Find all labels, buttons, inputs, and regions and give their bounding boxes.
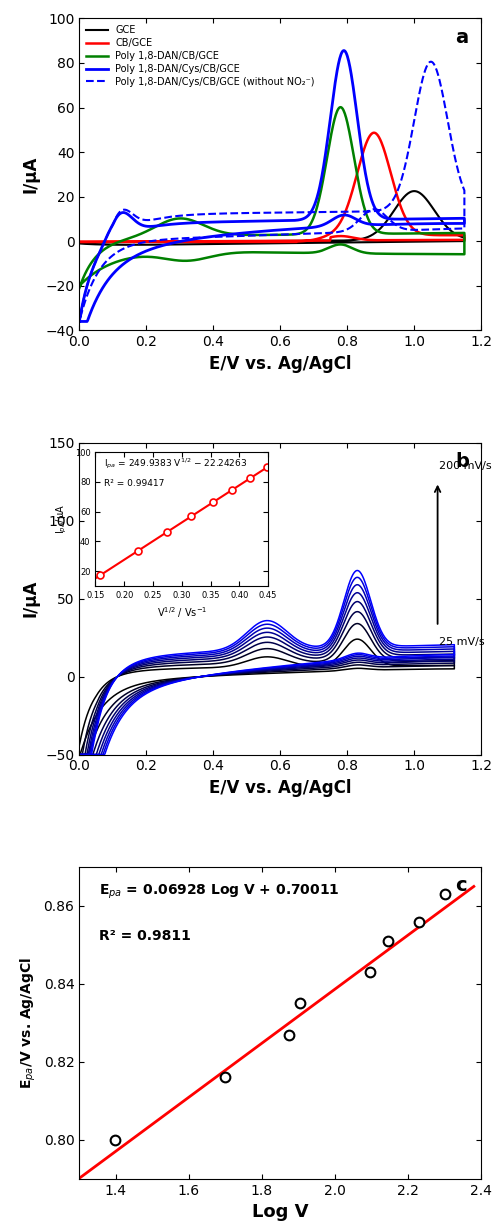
Poly 1,8-DAN/Cys/CB/GCE: [426, 216, 432, 231]
Poly 1,8-DAN/CB/GCE: [337, 99, 343, 114]
Text: a: a: [455, 28, 468, 47]
Poly 1,8-DAN/Cys/CB/GCE: [411, 211, 417, 226]
CB/GCE: [206, 235, 212, 249]
CB/GCE: [371, 125, 377, 140]
GCE: [206, 235, 212, 249]
X-axis label: E/V vs. Ag/AgCl: E/V vs. Ag/AgCl: [209, 355, 352, 373]
X-axis label: Log V: Log V: [252, 1203, 309, 1222]
Line: Poly 1,8-DAN/Cys/CB/GCE (without NO₂⁻): Poly 1,8-DAN/Cys/CB/GCE (without NO₂⁻): [79, 61, 464, 322]
Poly 1,8-DAN/Cys/CB/GCE (without NO₂⁻): [411, 117, 417, 131]
CB/GCE: [441, 232, 447, 247]
Line: Poly 1,8-DAN/CB/GCE: Poly 1,8-DAN/CB/GCE: [79, 107, 464, 289]
GCE: [179, 235, 185, 249]
Text: 25 mV/s: 25 mV/s: [439, 637, 485, 647]
Poly 1,8-DAN/CB/GCE: [411, 226, 417, 241]
X-axis label: E/V vs. Ag/AgCl: E/V vs. Ag/AgCl: [209, 779, 352, 797]
Poly 1,8-DAN/Cys/CB/GCE (without NO₂⁻): [76, 314, 82, 329]
Poly 1,8-DAN/Cys/CB/GCE (without NO₂⁻): [206, 206, 212, 221]
CB/GCE: [426, 232, 432, 247]
Poly 1,8-DAN/Cys/CB/GCE (without NO₂⁻): [179, 209, 185, 223]
Poly 1,8-DAN/CB/GCE: [441, 247, 447, 262]
Poly 1,8-DAN/Cys/CB/GCE (without NO₂⁻): [76, 314, 82, 329]
Legend: GCE, CB/GCE, Poly 1,8-DAN/CB/GCE, Poly 1,8-DAN/Cys/CB/GCE, Poly 1,8-DAN/Cys/CB/G: GCE, CB/GCE, Poly 1,8-DAN/CB/GCE, Poly 1…: [84, 23, 317, 88]
Poly 1,8-DAN/Cys/CB/GCE: [336, 54, 342, 69]
Poly 1,8-DAN/CB/GCE: [179, 211, 185, 226]
Poly 1,8-DAN/Cys/CB/GCE: [84, 314, 90, 329]
Poly 1,8-DAN/CB/GCE: [76, 281, 82, 296]
Y-axis label: I/μA: I/μA: [22, 156, 40, 193]
Text: 200 mV/s: 200 mV/s: [439, 460, 492, 472]
Text: R² = 0.9811: R² = 0.9811: [99, 930, 191, 943]
GCE: [411, 184, 417, 199]
GCE: [426, 235, 432, 249]
Y-axis label: E$_{pa}$/V vs. Ag/AgCl: E$_{pa}$/V vs. Ag/AgCl: [19, 957, 38, 1089]
Poly 1,8-DAN/Cys/CB/GCE: [341, 43, 347, 58]
GCE: [126, 237, 132, 252]
CB/GCE: [179, 235, 185, 249]
CB/GCE: [76, 235, 82, 249]
GCE: [336, 233, 342, 248]
Line: Poly 1,8-DAN/Cys/CB/GCE: Poly 1,8-DAN/Cys/CB/GCE: [79, 50, 464, 322]
CB/GCE: [411, 222, 417, 237]
GCE: [411, 184, 417, 199]
Text: E$_{pa}$ = 0.06928 Log V + 0.70011: E$_{pa}$ = 0.06928 Log V + 0.70011: [99, 883, 340, 901]
Poly 1,8-DAN/Cys/CB/GCE (without NO₂⁻): [336, 205, 342, 220]
Poly 1,8-DAN/Cys/CB/GCE (without NO₂⁻): [426, 222, 432, 237]
Poly 1,8-DAN/Cys/CB/GCE: [76, 314, 82, 329]
Poly 1,8-DAN/CB/GCE: [426, 247, 432, 262]
Poly 1,8-DAN/CB/GCE: [76, 279, 82, 293]
Poly 1,8-DAN/Cys/CB/GCE (without NO₂⁻): [428, 54, 434, 69]
GCE: [76, 236, 82, 251]
Poly 1,8-DAN/CB/GCE: [336, 101, 342, 115]
GCE: [76, 235, 82, 249]
Line: GCE: GCE: [79, 192, 464, 244]
Poly 1,8-DAN/Cys/CB/GCE: [441, 216, 447, 231]
Poly 1,8-DAN/Cys/CB/GCE: [179, 216, 185, 231]
Text: c: c: [455, 877, 467, 895]
Poly 1,8-DAN/CB/GCE: [206, 220, 212, 235]
Line: CB/GCE: CB/GCE: [79, 133, 464, 242]
Poly 1,8-DAN/Cys/CB/GCE: [76, 314, 82, 329]
GCE: [441, 235, 447, 249]
Poly 1,8-DAN/Cys/CB/GCE: [206, 215, 212, 230]
Poly 1,8-DAN/Cys/CB/GCE (without NO₂⁻): [441, 222, 447, 237]
CB/GCE: [76, 235, 82, 249]
Y-axis label: I/μA: I/μA: [22, 580, 40, 618]
Text: b: b: [455, 452, 469, 472]
CB/GCE: [336, 217, 342, 232]
